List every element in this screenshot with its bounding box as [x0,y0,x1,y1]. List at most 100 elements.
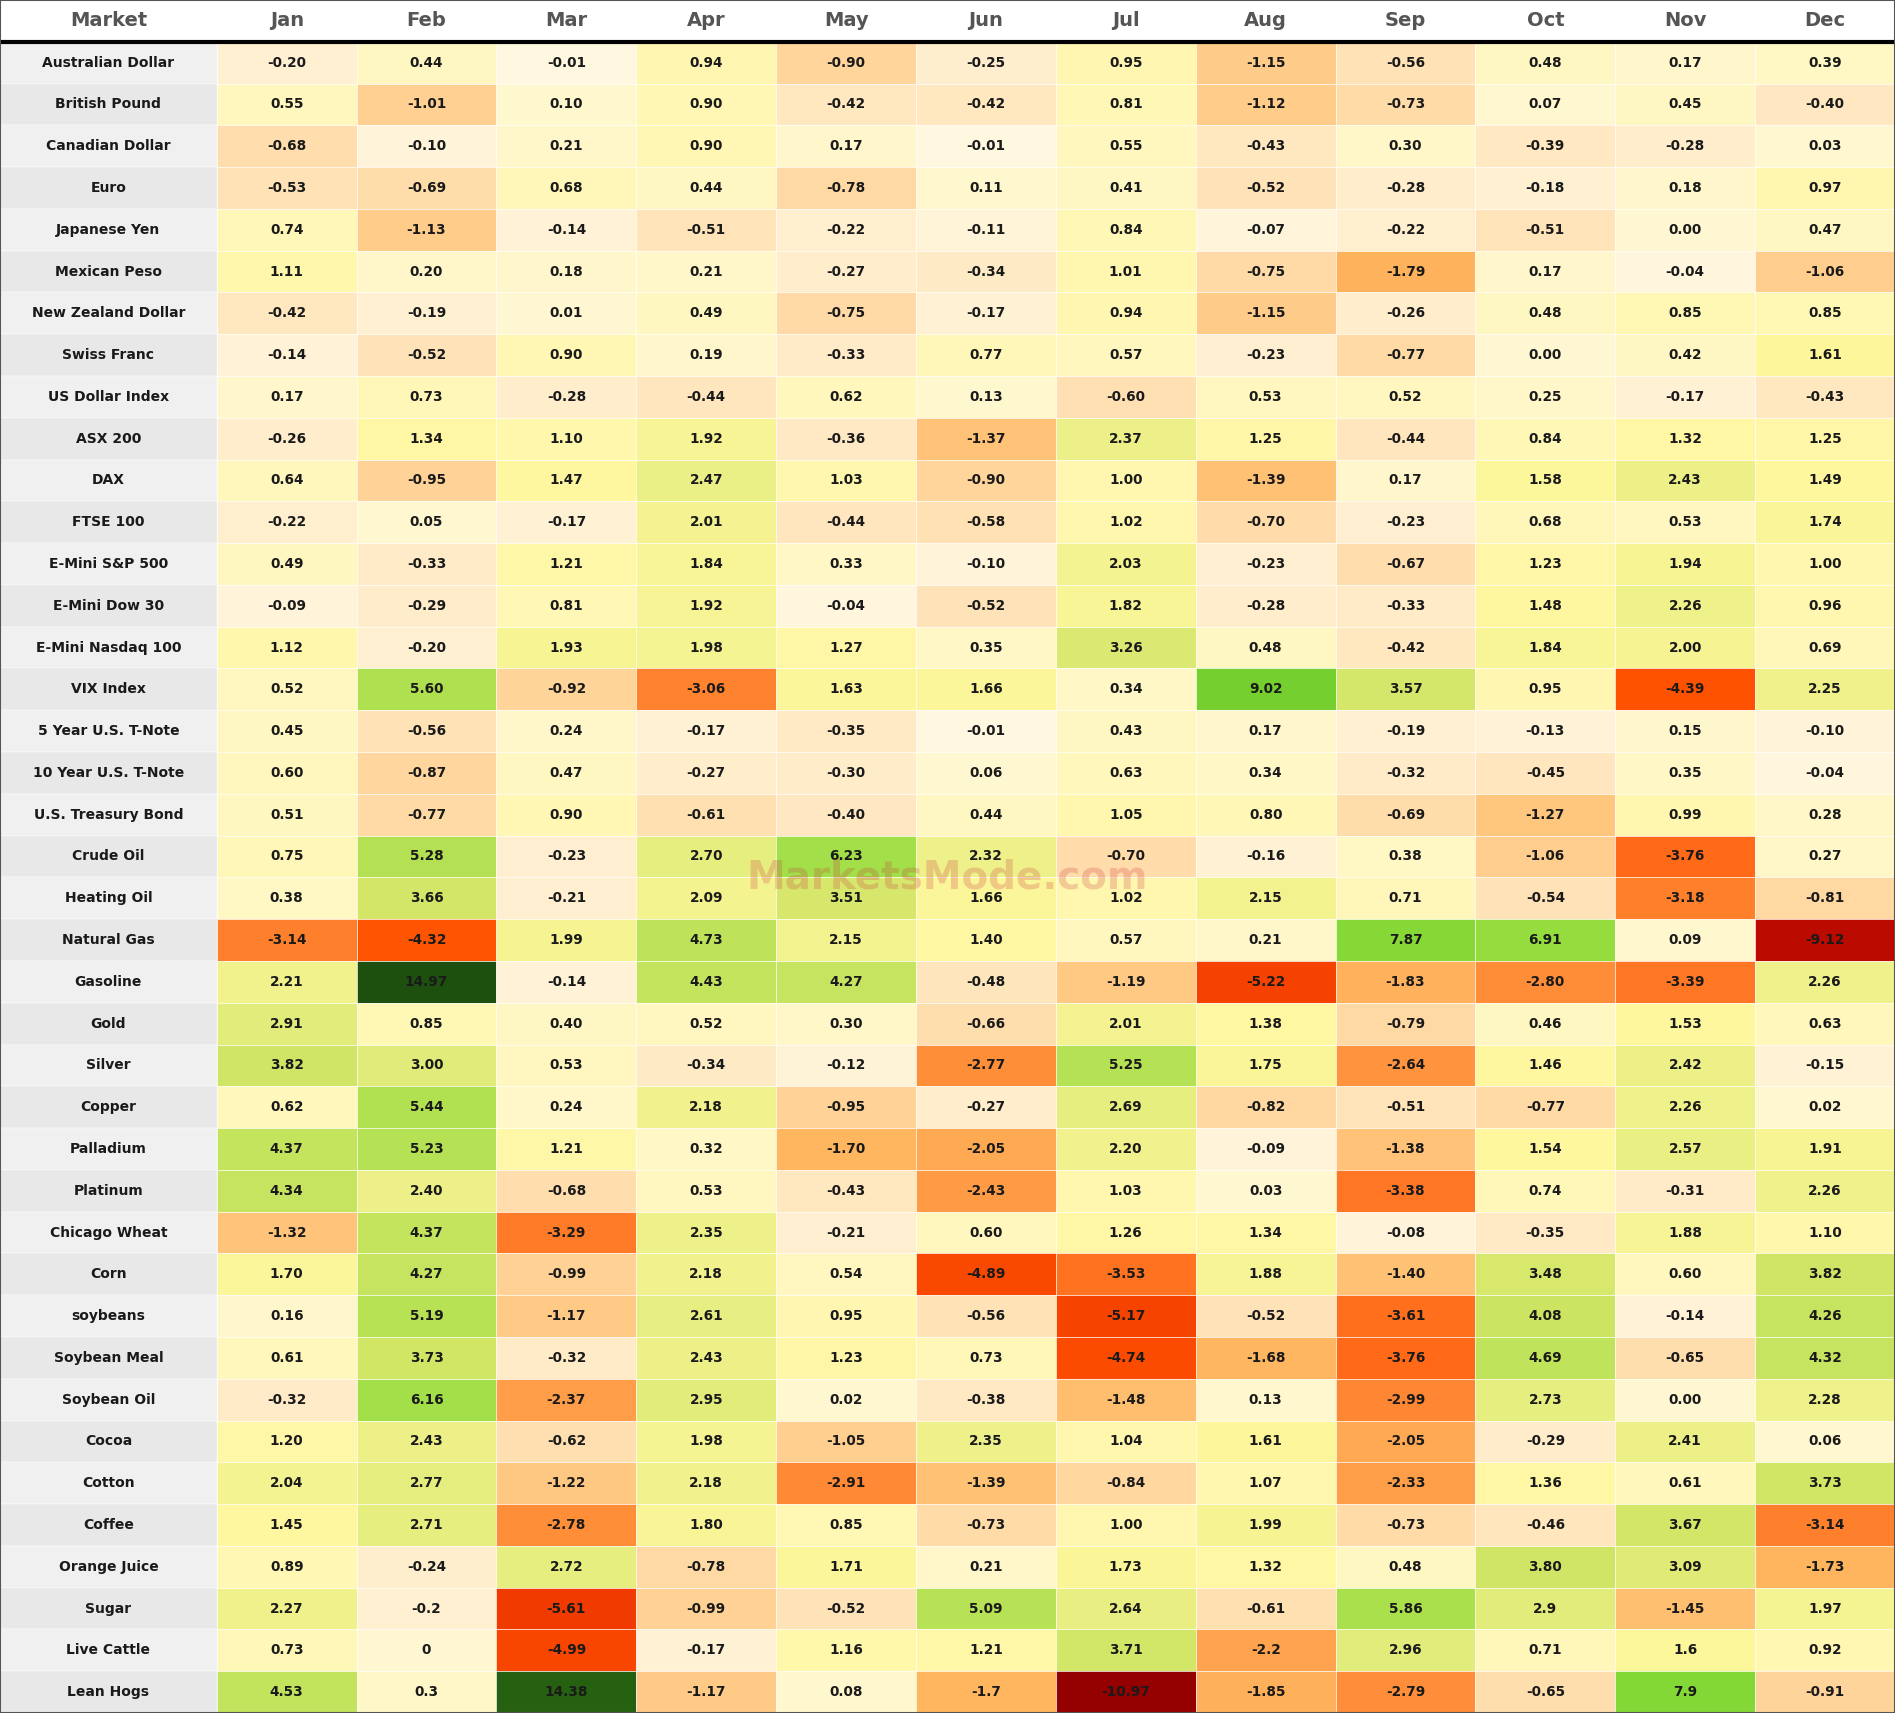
Text: 1.66: 1.66 [968,891,1002,904]
Bar [216,711,356,752]
Bar [216,1672,356,1713]
Bar [496,961,637,1002]
Text: 10 Year U.S. T-Note: 10 Year U.S. T-Note [32,766,184,779]
Text: 0.30: 0.30 [1389,139,1423,152]
Bar [1615,1629,1755,1672]
Text: New Zealand Dollar: New Zealand Dollar [32,307,186,320]
Text: -2.37: -2.37 [548,1393,586,1406]
Bar [915,793,1056,836]
Bar [915,752,1056,793]
Text: 0.44: 0.44 [409,55,443,70]
Bar [1196,920,1336,961]
Bar [915,877,1056,920]
Text: -1.32: -1.32 [267,1225,307,1240]
Bar [0,1295,216,1336]
Bar [496,877,637,920]
Bar [1056,293,1196,334]
Text: 0.60: 0.60 [269,766,303,779]
Bar [1476,377,1615,418]
Text: 2.15: 2.15 [1249,891,1283,904]
Text: Feb: Feb [407,12,447,31]
Bar [637,836,777,877]
Bar [1336,168,1476,209]
Bar [637,1211,777,1254]
Text: 1.34: 1.34 [1249,1225,1283,1240]
Bar [1755,1504,1895,1545]
Text: 1.45: 1.45 [269,1518,303,1531]
Text: -0.95: -0.95 [407,473,445,488]
Text: 1.6: 1.6 [1673,1643,1698,1658]
Bar [496,1463,637,1504]
Text: 1.66: 1.66 [968,682,1002,697]
Text: -0.01: -0.01 [966,139,1006,152]
Bar [915,1336,1056,1379]
Bar [1056,1170,1196,1211]
Text: -0.21: -0.21 [548,891,586,904]
Text: 2.95: 2.95 [690,1393,724,1406]
Text: E-Mini S&P 500: E-Mini S&P 500 [49,557,169,570]
Text: 0.85: 0.85 [830,1518,862,1531]
Text: -0.22: -0.22 [267,516,307,529]
Text: 1.91: 1.91 [1808,1143,1842,1156]
Bar [1615,377,1755,418]
Text: 0.99: 0.99 [1668,809,1702,822]
Bar [1755,877,1895,920]
Text: 2.21: 2.21 [269,975,303,988]
Bar [637,250,777,293]
Bar [356,41,496,84]
Text: 0.73: 0.73 [409,391,443,404]
Text: 0.57: 0.57 [1109,934,1143,947]
Text: 0.90: 0.90 [550,348,584,361]
Bar [915,1379,1056,1420]
Text: -0.34: -0.34 [966,264,1006,279]
Bar [1476,1629,1615,1672]
Text: 3.71: 3.71 [1109,1643,1143,1658]
Bar [216,836,356,877]
Text: 1.58: 1.58 [1529,473,1561,488]
Text: -0.43: -0.43 [1806,391,1844,404]
Text: 1.38: 1.38 [1249,1016,1283,1031]
Bar [1476,293,1615,334]
Bar [356,1170,496,1211]
Text: -0.14: -0.14 [548,975,586,988]
Text: -1.85: -1.85 [1245,1686,1285,1699]
Bar [1056,920,1196,961]
Text: -0.08: -0.08 [1385,1225,1425,1240]
Text: 0.85: 0.85 [1808,307,1842,320]
Bar [216,920,356,961]
Bar [1476,1129,1615,1170]
Bar [0,668,216,711]
Text: 0.44: 0.44 [690,182,724,195]
Bar [1336,1629,1476,1672]
Bar [1336,84,1476,125]
Bar [1196,793,1336,836]
Bar [0,920,216,961]
Bar [0,711,216,752]
Text: 1.16: 1.16 [830,1643,862,1658]
Text: -0.34: -0.34 [686,1059,726,1072]
Text: Heating Oil: Heating Oil [64,891,152,904]
Text: -0.73: -0.73 [1385,98,1425,111]
Text: British Pound: British Pound [55,98,161,111]
Text: -1.22: -1.22 [548,1477,586,1490]
Text: 0.68: 0.68 [1529,516,1561,529]
Text: -0.90: -0.90 [826,55,866,70]
Text: -0.17: -0.17 [686,725,726,738]
Text: 0.01: 0.01 [550,307,584,320]
Bar [356,1336,496,1379]
Bar [777,1002,915,1045]
Bar [1476,1420,1615,1463]
Text: Crude Oil: Crude Oil [72,850,144,863]
Text: -0.40: -0.40 [1806,98,1844,111]
Bar [0,752,216,793]
Bar [1755,920,1895,961]
Text: 0.00: 0.00 [1529,348,1561,361]
Text: -1.37: -1.37 [966,432,1006,445]
Text: 0.00: 0.00 [1669,223,1702,236]
Bar [216,627,356,668]
Text: 0.07: 0.07 [1529,98,1561,111]
Bar [1615,41,1755,84]
Text: -0.61: -0.61 [686,809,726,822]
Text: 0.21: 0.21 [1249,934,1283,947]
Text: 2.26: 2.26 [1808,1184,1842,1197]
